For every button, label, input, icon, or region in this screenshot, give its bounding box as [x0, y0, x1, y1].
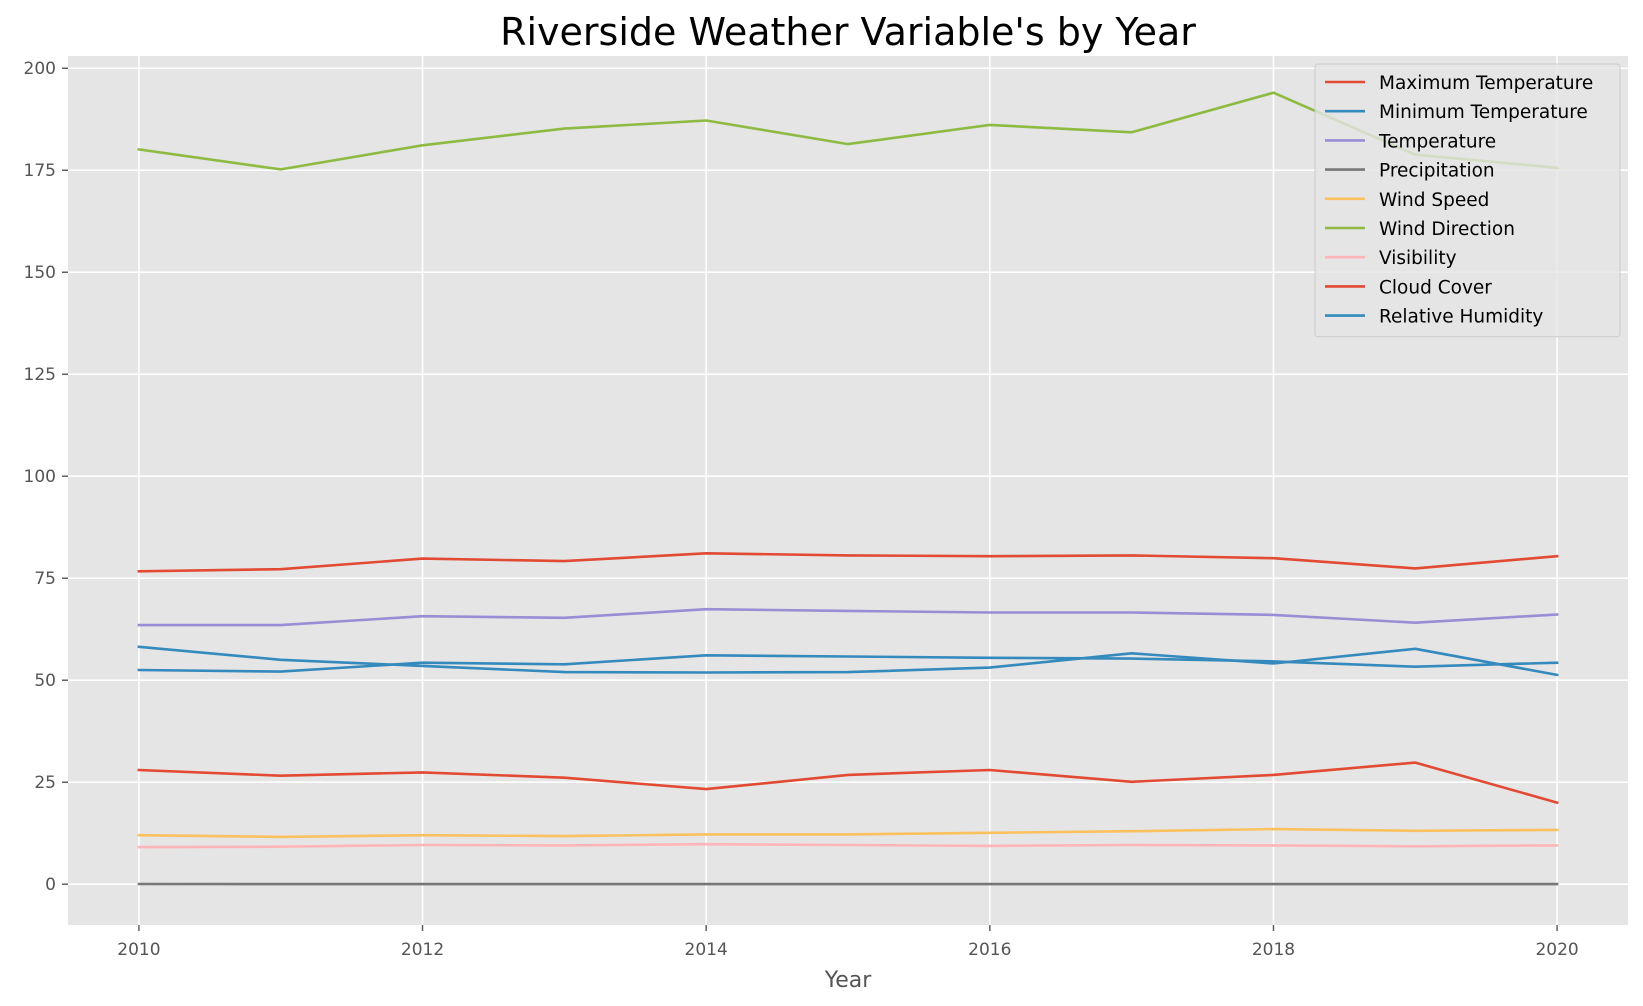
legend-box [1314, 63, 1621, 338]
x-tick-label: 2012 [401, 940, 444, 960]
series-line-6 [137, 842, 1559, 849]
legend-label: Relative Humidity [1379, 307, 1543, 328]
chart-title: Riverside Weather Variable's by Year [500, 10, 1196, 54]
legend-label: Cloud Cover [1379, 277, 1492, 298]
legend-label: Wind Direction [1379, 219, 1515, 240]
series-line-7 [137, 761, 1559, 805]
x-tick-label: 2018 [1252, 940, 1295, 960]
legend-label: Visibility [1379, 248, 1457, 269]
x-tick-label: 2014 [685, 940, 728, 960]
y-tick-label: 200 [24, 59, 56, 79]
y-tick-label: 50 [34, 671, 56, 691]
x-tick-label: 2020 [1535, 940, 1578, 960]
series-line-4 [137, 827, 1559, 839]
legend-label: Minimum Temperature [1379, 102, 1588, 123]
legend-label: Maximum Temperature [1379, 73, 1593, 94]
grid-lines [68, 56, 1628, 925]
x-tick-label: 2016 [968, 940, 1011, 960]
y-tick-label: 75 [34, 569, 56, 589]
y-tick-label: 175 [24, 161, 56, 181]
y-axis: 0 25 50 75 100 125 150 175 200 [24, 59, 68, 895]
y-tick-label: 125 [24, 365, 56, 385]
legend-label: Temperature [1378, 131, 1496, 152]
x-axis-title: Year [824, 968, 873, 993]
series-line-8 [137, 645, 1559, 677]
y-tick-label: 0 [45, 875, 56, 895]
legend-label: Precipitation [1379, 161, 1495, 182]
y-tick-label: 150 [24, 263, 56, 283]
series-lines [137, 91, 1559, 886]
series-line-1 [137, 653, 1559, 673]
x-axis: 2010 2012 2014 2016 2018 2020 [117, 925, 1579, 960]
y-tick-label: 25 [34, 773, 56, 793]
series-line-0 [137, 551, 1559, 573]
legend-label: Wind Speed [1379, 190, 1489, 211]
y-tick-label: 100 [24, 467, 56, 487]
legend: Maximum Temperature Minimum Temperature Te… [1314, 63, 1621, 338]
x-tick-label: 2010 [117, 940, 160, 960]
series-line-2 [137, 607, 1559, 627]
